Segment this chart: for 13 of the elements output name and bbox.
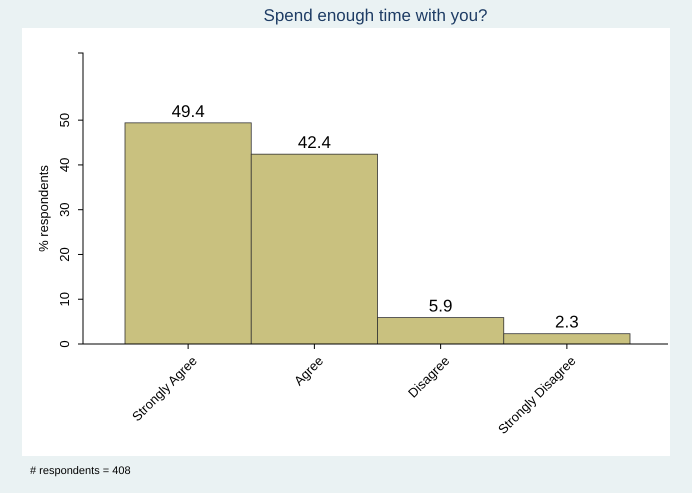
y-axis-title: % respondents [36,164,51,252]
y-tick-label: 40 [57,158,72,172]
data-label: 42.4 [298,133,331,152]
text: # respondents = 408 [30,465,131,477]
data-label: 5.9 [428,296,452,316]
y-tick-label: 0 [57,340,72,348]
y-tick-label: 10 [57,292,72,306]
y-tick-label: 50 [57,112,72,128]
y-tick-label: 20 [57,247,72,262]
data-label: 2.3 [555,312,579,332]
y-tick-label: 30 [57,202,72,217]
data-label: 49.4 [172,102,205,121]
chart-title: Spend enough time with you? [264,6,488,25]
